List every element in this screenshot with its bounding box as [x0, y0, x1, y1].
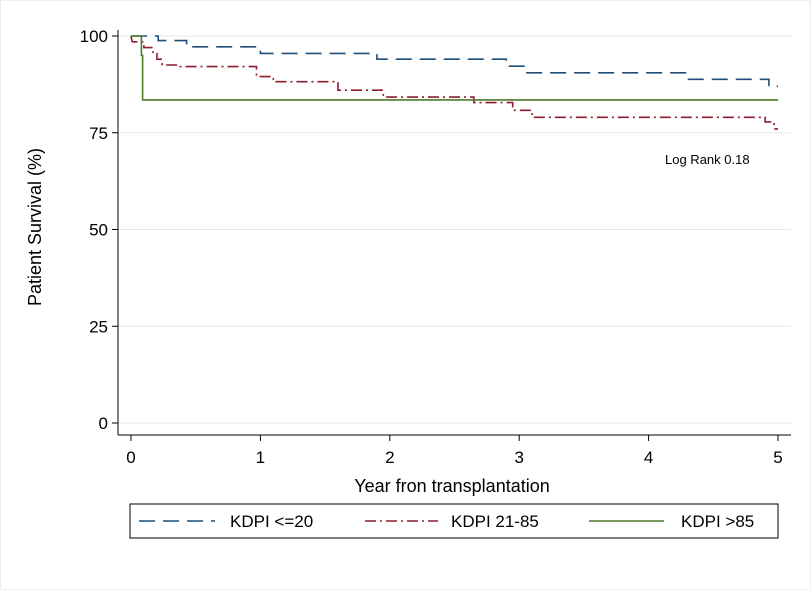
x-tick-label: 1 — [256, 448, 265, 467]
x-tick-label: 3 — [514, 448, 523, 467]
legend-box — [129, 503, 779, 539]
y-tick-label: 75 — [89, 124, 108, 143]
y-ticks: 0 25 50 75 100 — [80, 27, 118, 433]
x-tick-label: 4 — [644, 448, 653, 467]
y-tick-label: 25 — [89, 317, 108, 336]
series-line-3 — [131, 35, 778, 101]
legend-entries: KDPI <=20 KDPI 21-85 KDPI >85 — [139, 512, 754, 531]
x-tick-label: 0 — [126, 448, 135, 467]
x-tick-label: 2 — [385, 448, 394, 467]
legend-label-1: KDPI <=20 — [230, 512, 313, 531]
series-line-2 — [130, 35, 778, 130]
x-ticks: 0 1 2 3 4 5 — [126, 435, 783, 467]
y-tick-label: 0 — [99, 414, 108, 433]
series-line-1 — [131, 35, 778, 88]
log-rank-annotation: Log Rank 0.18 — [665, 152, 750, 167]
x-tick-label: 5 — [773, 448, 782, 467]
y-tick-label: 50 — [89, 221, 108, 240]
axes — [117, 30, 791, 436]
series-lines — [130, 35, 778, 130]
y-axis-title: Patient Survival (%) — [25, 148, 45, 306]
y-tick-label: 100 — [80, 27, 108, 46]
legend-label-2: KDPI 21-85 — [451, 512, 539, 531]
legend-label-3: KDPI >85 — [681, 512, 754, 531]
gridlines — [118, 35, 791, 424]
legend: KDPI <=20 KDPI 21-85 KDPI >85 — [129, 503, 779, 539]
x-axis-title: Year fron transplantation — [354, 476, 549, 496]
